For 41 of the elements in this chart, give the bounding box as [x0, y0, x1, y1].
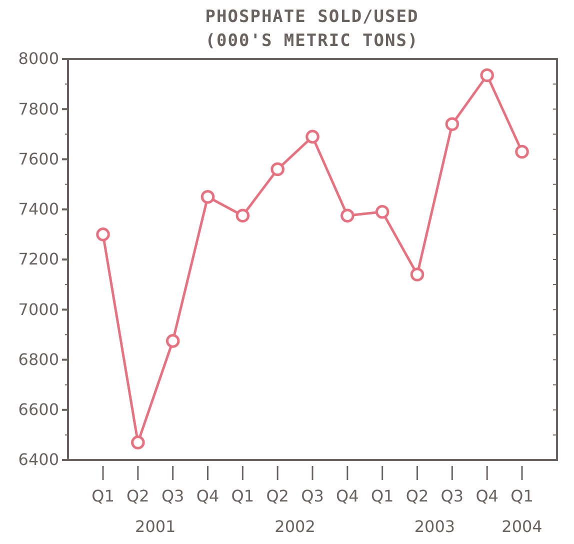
point — [306, 130, 320, 144]
y-tick-label: 7000 — [18, 300, 59, 319]
point — [410, 268, 424, 282]
y-tick-label: 8000 — [18, 49, 59, 68]
y-tick-label: 6600 — [18, 400, 59, 419]
x-tick-label: Q1 — [231, 486, 254, 506]
x-tick-label: Q3 — [440, 486, 464, 506]
point — [445, 117, 460, 132]
text: 2002 — [274, 517, 316, 536]
x-tick-label: Q1 — [370, 486, 394, 506]
point — [480, 68, 494, 82]
point — [270, 162, 284, 176]
x-tick-label: Q1 — [92, 486, 114, 506]
chart-subtitle: (000'S METRIC TONS) — [205, 31, 419, 51]
x-tick-label: Q2 — [126, 486, 150, 506]
y-tick-label: 7200 — [18, 250, 59, 269]
point — [166, 334, 180, 348]
text: 2003 — [414, 517, 456, 536]
point — [375, 205, 390, 219]
text: 2001 — [135, 517, 176, 536]
point — [340, 208, 354, 223]
x-tick-label: Q3 — [161, 486, 184, 506]
x-tick-label: Q2 — [266, 486, 289, 506]
y-tick-label: 6800 — [18, 350, 59, 369]
point — [96, 228, 110, 242]
x-tick-label: Q1 — [510, 486, 534, 506]
text: 2004 — [502, 517, 542, 536]
point — [131, 436, 145, 450]
y-tick-label: 6400 — [18, 450, 59, 470]
point — [236, 208, 250, 223]
y-tick-label: 7600 — [18, 149, 59, 168]
x-tick-label: Q2 — [406, 486, 429, 506]
point — [515, 144, 529, 159]
y-tick-label: 7400 — [18, 199, 59, 218]
point — [200, 190, 215, 204]
x-tick-label: Q4 — [336, 486, 359, 506]
x-tick-label: Q4 — [196, 486, 220, 506]
chart-title: PHOSPHATE SOLD/USED — [205, 7, 419, 27]
y-tick-label: 7800 — [18, 99, 59, 118]
x-tick-label: Q4 — [476, 486, 498, 506]
x-tick-label: Q3 — [301, 486, 324, 506]
